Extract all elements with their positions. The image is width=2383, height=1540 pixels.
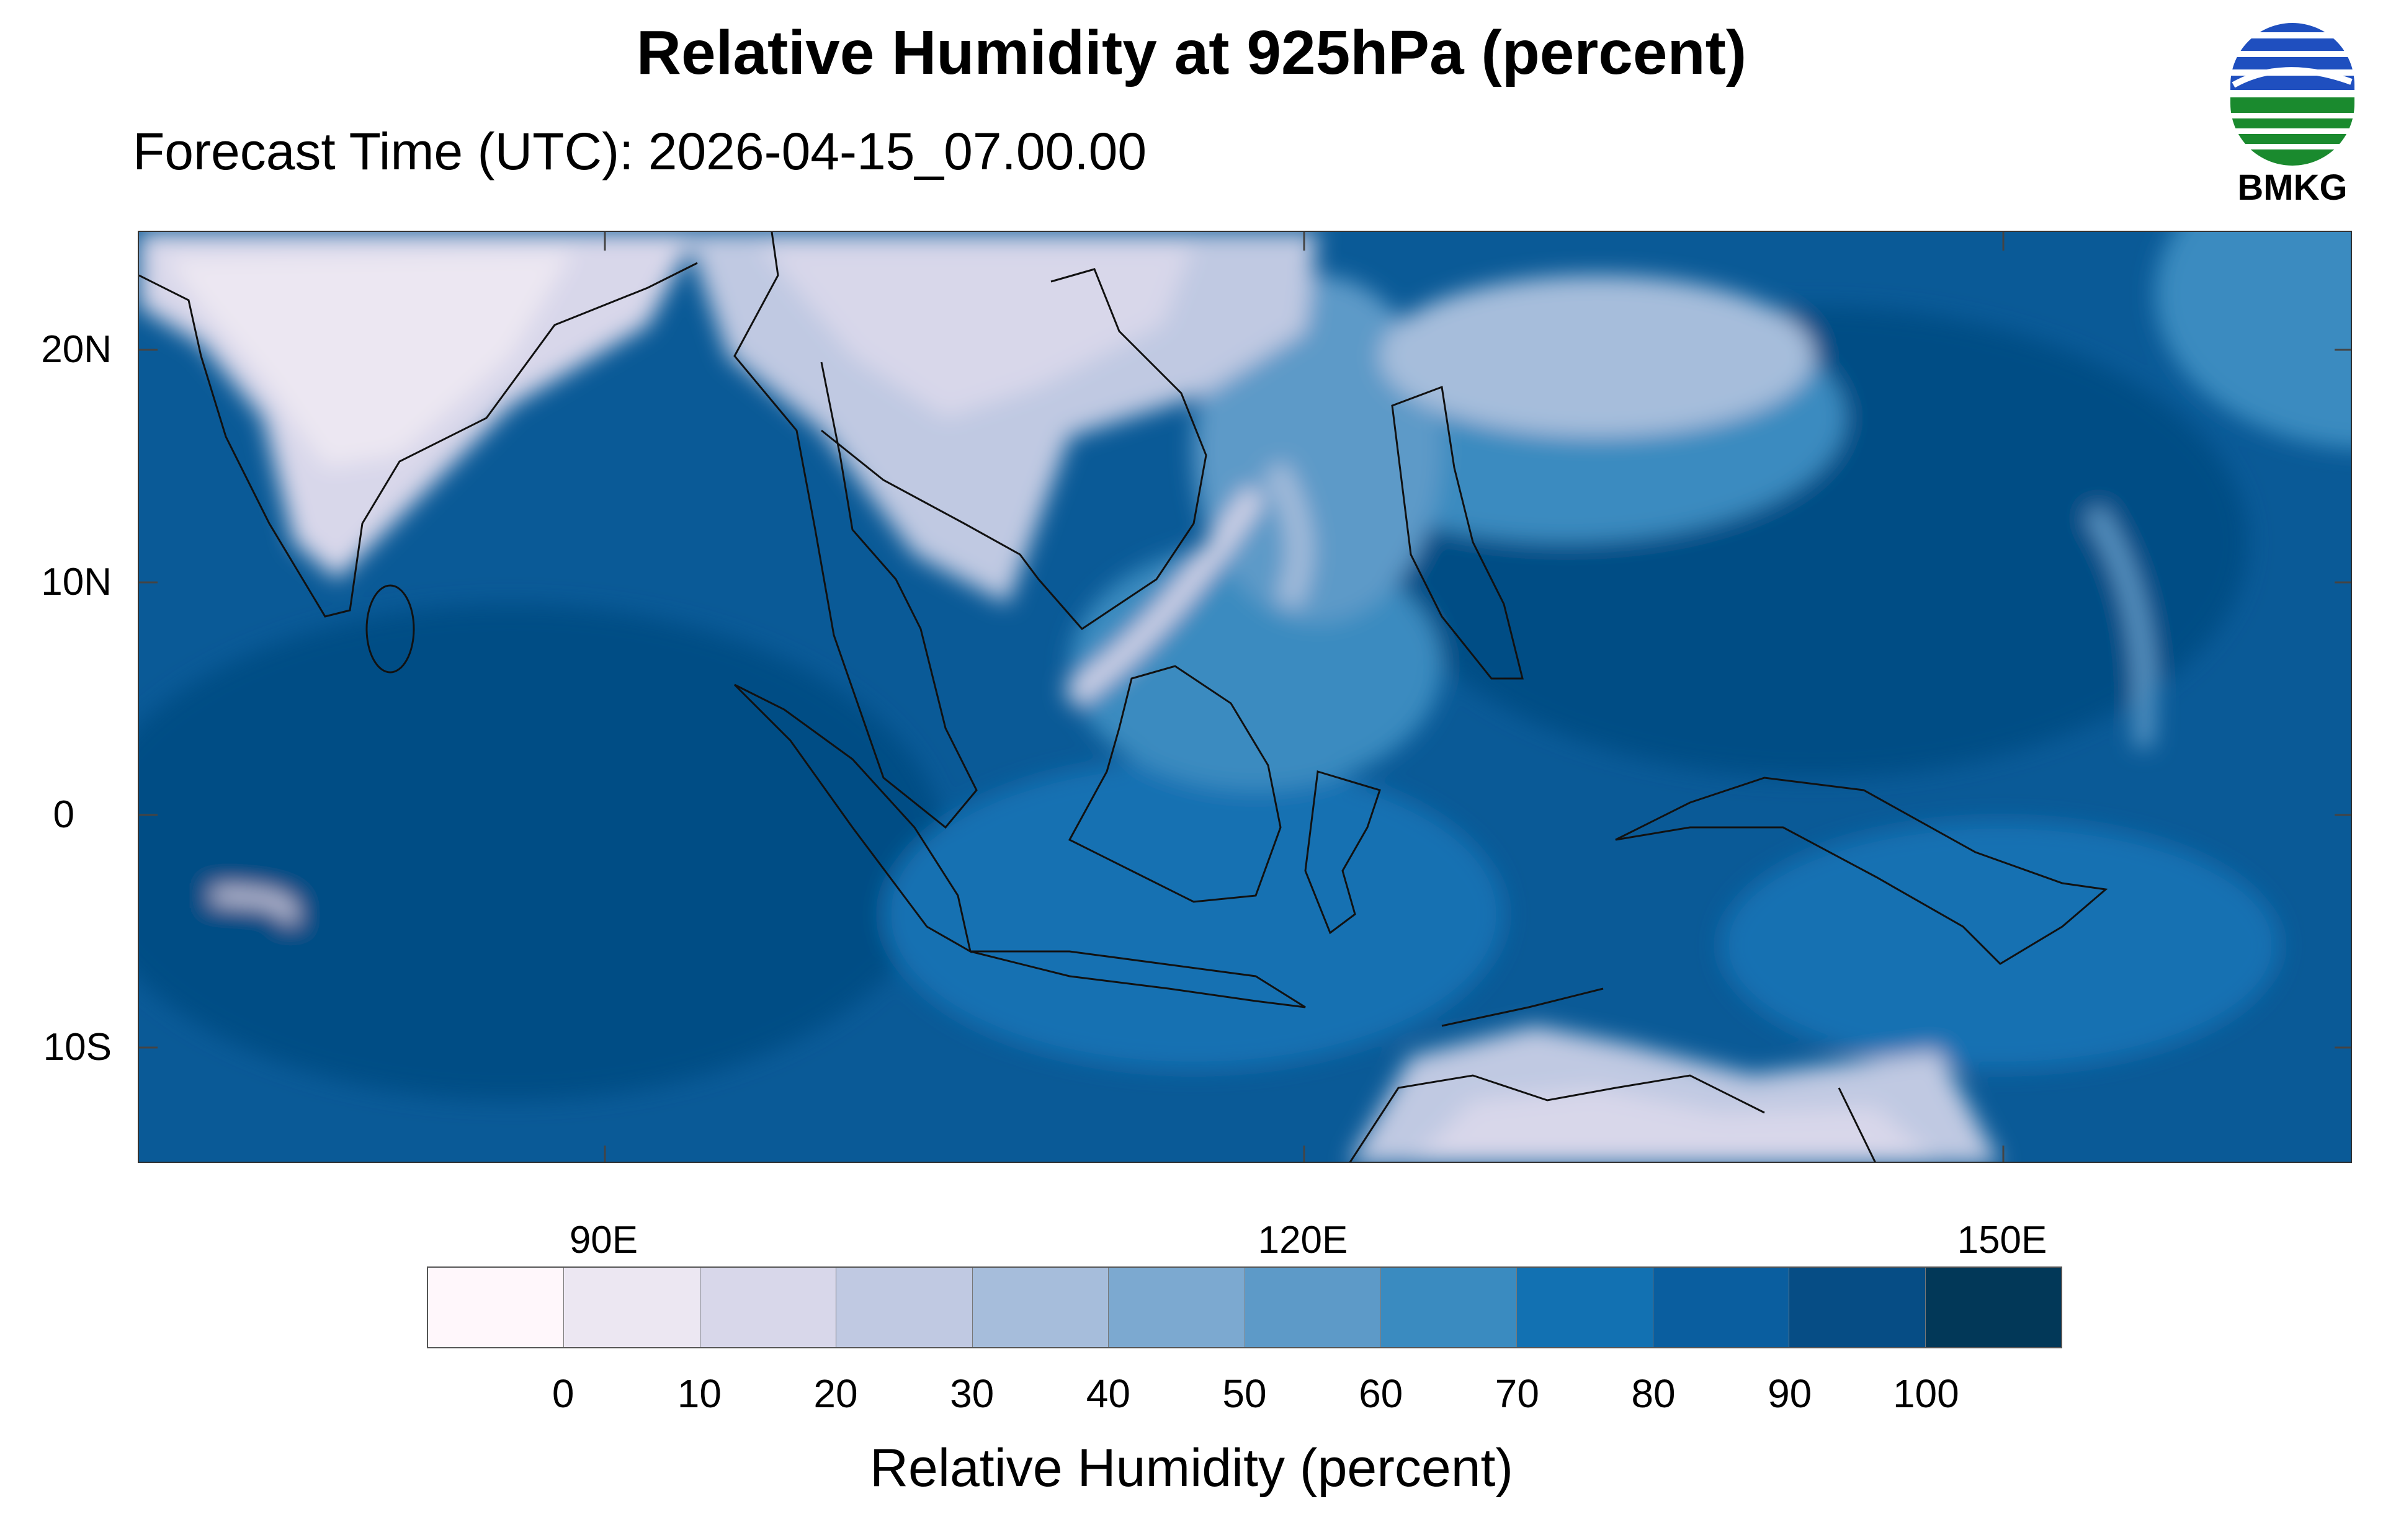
logo-text: BMKG <box>2237 167 2347 208</box>
colorbar-label: 40 <box>1086 1371 1130 1416</box>
colorbar-label: 90 <box>1768 1371 1812 1416</box>
coastlines <box>139 232 2108 1162</box>
colorbar-label: 0 <box>552 1371 575 1416</box>
colorbar-swatch <box>1109 1268 1245 1347</box>
chart-title: Relative Humidity at 925hPa (percent) <box>636 18 1747 87</box>
colorbar <box>427 1266 2062 1348</box>
graticule-ticks <box>139 232 2351 1162</box>
colorbar-swatch <box>1925 1268 2062 1347</box>
lon-label-90e: 90E <box>569 1219 638 1262</box>
colorbar-label: 70 <box>1495 1371 1539 1416</box>
lon-label-150e: 150E <box>1957 1219 2047 1262</box>
colorbar-swatch <box>1517 1268 1653 1347</box>
colorbar-swatch <box>836 1268 973 1347</box>
humidity-field <box>139 232 2351 1162</box>
colorbar-swatch <box>1653 1268 1790 1347</box>
colorbar-label: 100 <box>1892 1371 1959 1416</box>
lat-label-20n: 20N <box>41 328 112 371</box>
lat-label-10s: 10S <box>43 1026 112 1069</box>
colorbar-swatch <box>564 1268 700 1347</box>
colorbar-swatch <box>1380 1268 1518 1347</box>
colorbar-label: 80 <box>1631 1371 1676 1416</box>
colorbar-swatch <box>700 1268 837 1347</box>
colorbar-swatch <box>972 1268 1109 1347</box>
colorbar-label: 50 <box>1222 1371 1267 1416</box>
colorbar-label: 10 <box>677 1371 722 1416</box>
lat-label-10n: 10N <box>41 561 112 603</box>
colorbar-label: 20 <box>813 1371 858 1416</box>
colorbar-label: 30 <box>950 1371 995 1416</box>
bmkg-logo: BMKG <box>2209 14 2376 211</box>
colorbar-title: Relative Humidity (percent) <box>869 1438 1514 1498</box>
colorbar-label: 60 <box>1359 1371 1403 1416</box>
colorbar-swatch <box>1245 1268 1381 1347</box>
lat-label-0: 0 <box>53 793 74 836</box>
forecast-time: Forecast Time (UTC): 2026-04-15_07.00.00 <box>133 122 1147 180</box>
humidity-map <box>138 231 2352 1163</box>
colorbar-swatch <box>428 1268 565 1347</box>
colorbar-swatch <box>1789 1268 1926 1347</box>
lon-label-120e: 120E <box>1258 1219 1348 1262</box>
